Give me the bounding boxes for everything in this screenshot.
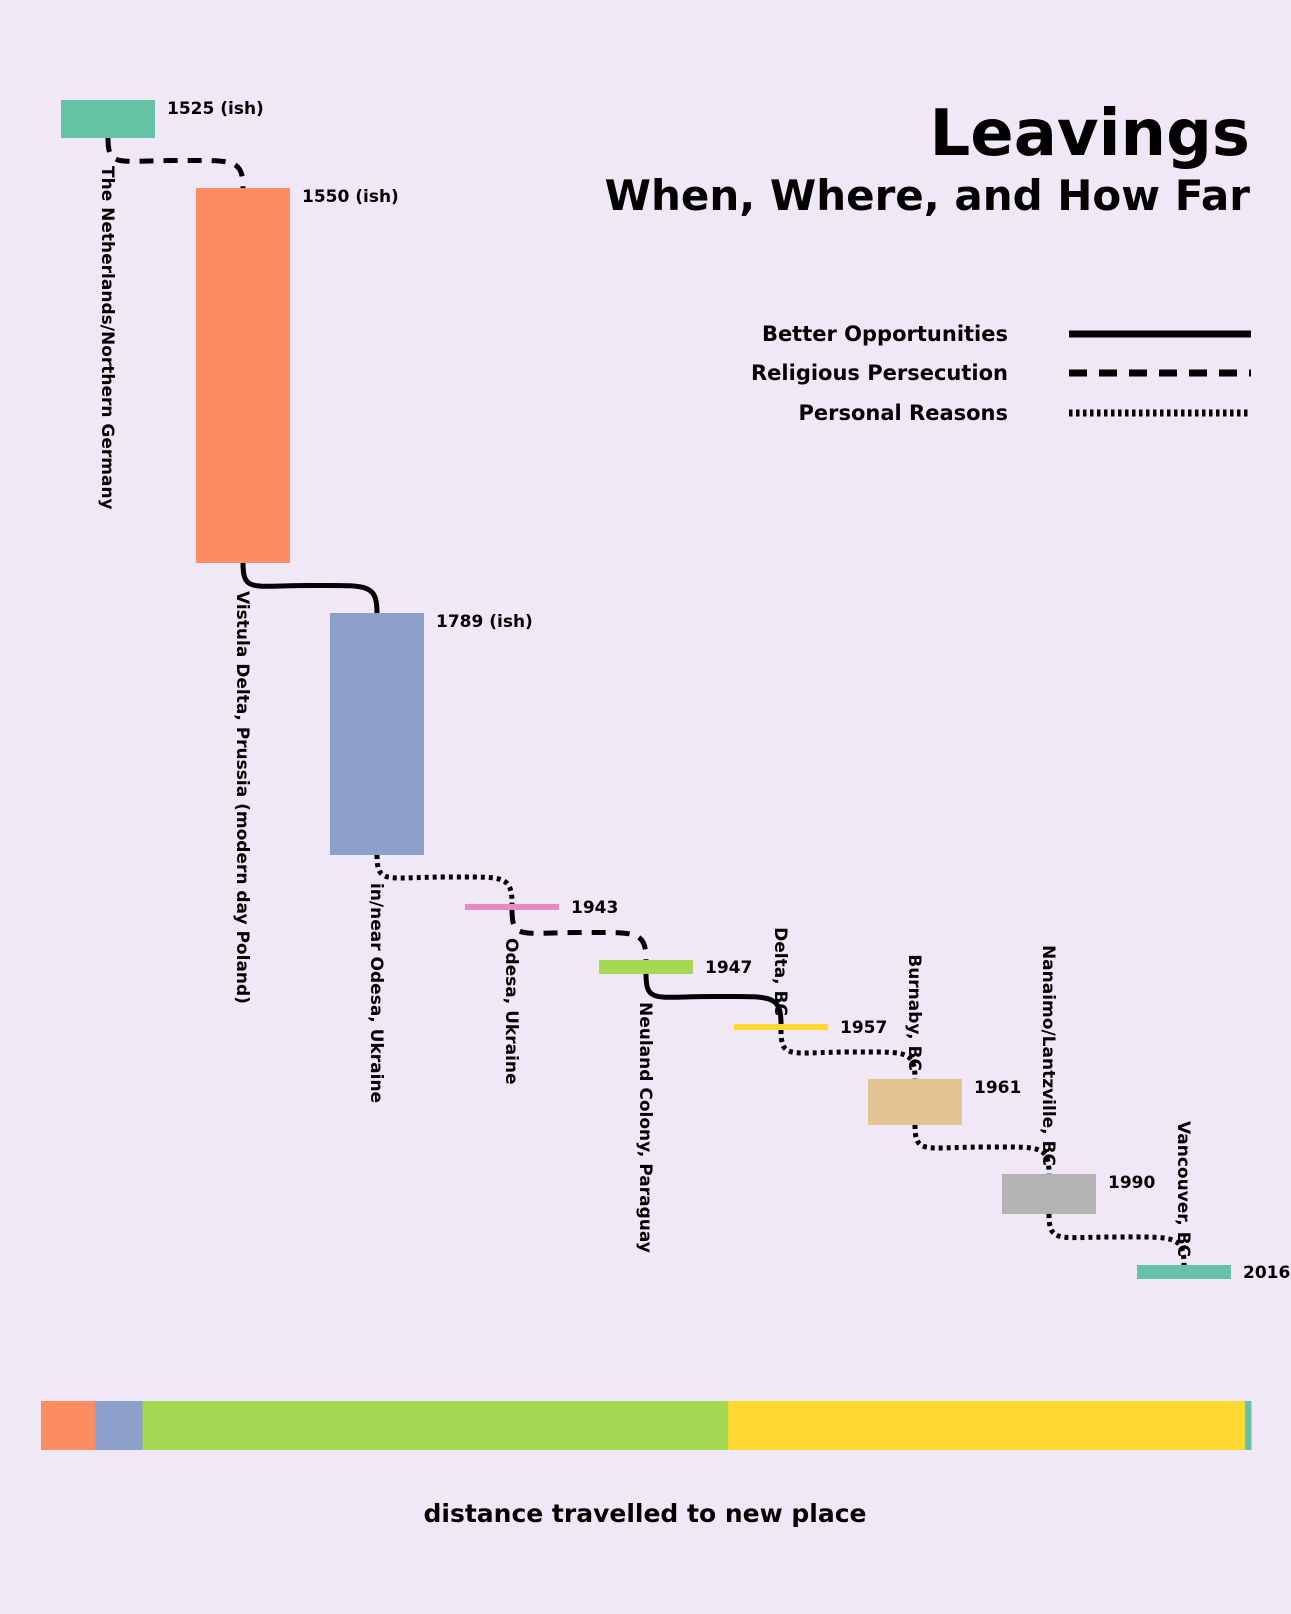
- place-box-delta-bc: [734, 1024, 828, 1030]
- place-label-in-near-odesa-ukraine: in/near Odesa, Ukraine: [366, 883, 386, 1103]
- place-box-neuland-colony-paraguay: [599, 960, 693, 974]
- place-box-vistula-delta-prussia-modern-day-poland: [196, 188, 290, 563]
- distance-segment-vistula-delta-prussia-modern-day-poland: [41, 1401, 96, 1450]
- place-label-delta-bc: Delta, BC: [770, 927, 790, 1016]
- move-connectors: [105, 137, 1187, 1266]
- move-line-8: [1046, 1213, 1187, 1266]
- move-line-5: [643, 973, 784, 1025]
- move-line-2: [240, 562, 380, 614]
- year-label-neuland-colony-paraguay: 1947: [705, 958, 752, 978]
- place-box-the-netherlands-northern-germany: [61, 100, 155, 138]
- legend-label-better-opportunities: Better Opportunities: [762, 322, 1008, 346]
- distance-segment-neuland-colony-paraguay: [142, 1401, 729, 1450]
- place-box-nanaimo-lantzville-bc: [1002, 1174, 1096, 1214]
- year-label-the-netherlands-northern-germany: 1525 (ish): [167, 99, 264, 119]
- chart-subtitle: When, Where, and How Far: [605, 171, 1251, 220]
- year-label-nanaimo-lantzville-bc: 1990: [1108, 1173, 1155, 1193]
- distance-bar: [41, 1401, 1252, 1450]
- year-label-odesa-ukraine: 1943: [571, 898, 618, 918]
- year-label-vistula-delta-prussia-modern-day-poland: 1550 (ish): [302, 187, 399, 207]
- distance-segment-vancouver-bc: [1244, 1401, 1252, 1450]
- move-line-3: [374, 854, 515, 905]
- legend: Better Opportunities Religious Persecuti…: [751, 322, 1251, 425]
- year-label-burnaby-bc: 1961: [974, 1078, 1021, 1098]
- place-label-burnaby-bc: Burnaby, BC: [904, 954, 924, 1071]
- place-label-vistula-delta-prussia-modern-day-poland: Vistula Delta, Prussia (modern day Polan…: [232, 591, 252, 1004]
- place-label-nanaimo-lantzville-bc: Nanaimo/Lantzville, BC: [1038, 945, 1058, 1166]
- place-box-burnaby-bc: [868, 1079, 962, 1125]
- year-label-vancouver-bc: 2016: [1243, 1263, 1290, 1283]
- distance-axis-label: distance travelled to new place: [423, 1499, 866, 1528]
- move-line-4: [509, 909, 649, 961]
- place-box-vancouver-bc: [1137, 1265, 1231, 1279]
- place-box-in-near-odesa-ukraine: [330, 613, 424, 855]
- chart-title: Leavings: [930, 97, 1251, 171]
- place-label-neuland-colony-paraguay: Neuland Colony, Paraguay: [635, 1002, 655, 1253]
- move-line-1: [105, 137, 246, 189]
- year-label-delta-bc: 1957: [840, 1018, 887, 1038]
- move-line-6: [778, 1029, 918, 1080]
- legend-label-personal-reasons: Personal Reasons: [798, 401, 1008, 425]
- place-labels: 1525 (ish) The Netherlands/Northern Germa…: [97, 99, 1290, 1283]
- legend-label-religious-persecution: Religious Persecution: [751, 361, 1008, 385]
- place-label-the-netherlands-northern-germany: The Netherlands/Northern Germany: [97, 166, 117, 510]
- year-label-in-near-odesa-ukraine: 1789 (ish): [436, 612, 533, 632]
- place-boxes: [61, 100, 1231, 1279]
- place-label-vancouver-bc: Vancouver, BC: [1173, 1121, 1193, 1257]
- place-label-odesa-ukraine: Odesa, Ukraine: [501, 938, 521, 1085]
- distance-segment-in-near-odesa-ukraine: [95, 1401, 144, 1450]
- move-line-7: [912, 1124, 1052, 1175]
- distance-segment-delta-bc: [728, 1401, 1246, 1450]
- place-box-odesa-ukraine: [465, 904, 559, 910]
